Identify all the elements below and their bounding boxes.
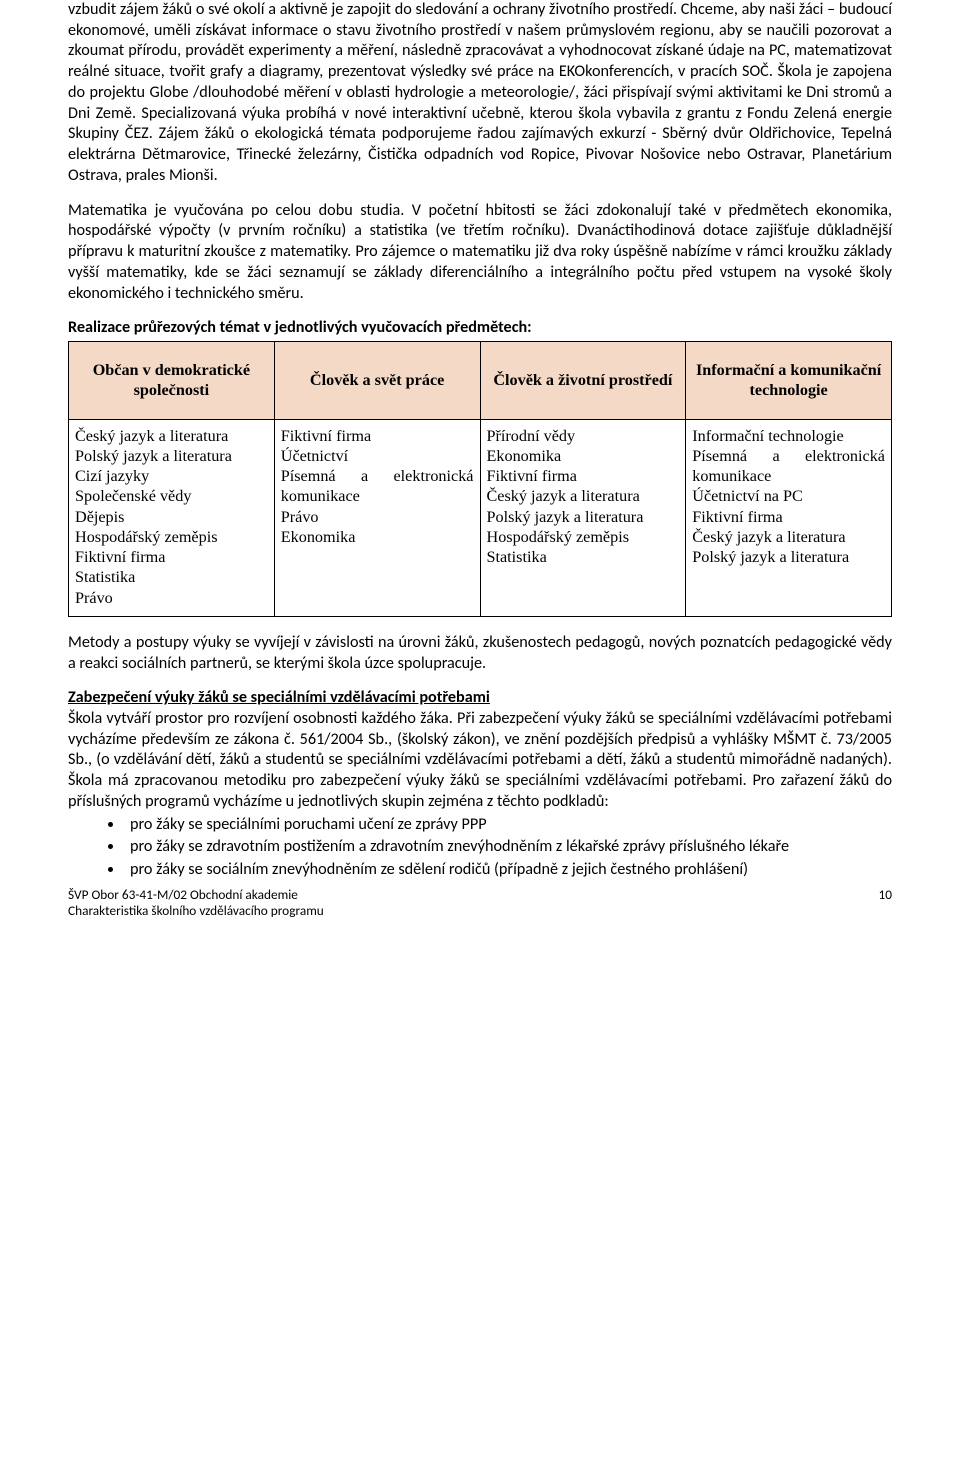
th-3: Informační a komunikační technologie (686, 342, 892, 420)
cell-item: Fiktivní firma (281, 426, 474, 446)
th-1: Člověk a svět práce (274, 342, 480, 420)
cell-item: Český jazyk a literatura (75, 426, 268, 446)
cell-item: Účetnictví na PC (692, 486, 885, 506)
page-footer: ŠVP Obor 63-41-M/02 Obchodní akademie Ch… (68, 887, 892, 920)
cell-item: Český jazyk a literatura (692, 527, 885, 547)
th-2: Člověk a životní prostředí (480, 342, 686, 420)
paragraph-3: Metody a postupy výuky se vyvíjejí v záv… (68, 633, 892, 674)
td-2: Přírodní vědy Ekonomika Fiktivní firma Č… (480, 419, 686, 616)
cell-item: Účetnictví (281, 446, 474, 466)
cell-item: Přírodní vědy (487, 426, 680, 446)
sub-heading: Zabezpečení výuky žáků se speciálními vz… (68, 688, 892, 709)
td-1: Fiktivní firma Účetnictví Písemná a elek… (274, 419, 480, 616)
cell-item: Hospodářský zeměpis (487, 527, 680, 547)
td-3: Informační technologie Písemná a elektro… (686, 419, 892, 616)
paragraph-1: vzbudit zájem žáků o své okolí a aktivně… (68, 0, 892, 187)
cell-item: Ekonomika (281, 527, 474, 547)
cell-item: Polský jazyk a literatura (487, 507, 680, 527)
th-0: Občan v demokratické společnosti (69, 342, 275, 420)
cell-item: Písemná a elektronická komunikace (281, 466, 474, 507)
cell-item: Statistika (487, 547, 680, 567)
td-0: Český jazyk a literatura Polský jazyk a … (69, 419, 275, 616)
cell-item: Ekonomika (487, 446, 680, 466)
paragraph-4: Škola vytváří prostor pro rozvíjení osob… (68, 709, 892, 813)
bullet-item: pro žáky se sociálním znevýhodněním ze s… (124, 860, 892, 881)
cell-item: Cizí jazyky (75, 466, 268, 486)
cell-item: Společenské vědy (75, 486, 268, 506)
footer-line-1: ŠVP Obor 63-41-M/02 Obchodní akademie (68, 886, 298, 903)
cell-item: Statistika (75, 567, 268, 587)
footer-line-2: Charakteristika školního vzdělávacího pr… (68, 902, 324, 919)
table-intro: Realizace průřezových témat v jednotlivý… (68, 318, 892, 339)
cell-item: Polský jazyk a literatura (75, 446, 268, 466)
cell-item: Právo (75, 588, 268, 608)
table-body-row: Český jazyk a literatura Polský jazyk a … (69, 419, 892, 616)
cell-item: Český jazyk a literatura (487, 486, 680, 506)
themes-table: Občan v demokratické společnosti Člověk … (68, 341, 892, 617)
bullet-list: pro žáky se speciálními poruchami učení … (68, 815, 892, 881)
cell-item: Fiktivní firma (75, 547, 268, 567)
page-number: 10 (832, 887, 892, 920)
paragraph-2: Matematika je vyučována po celou dobu st… (68, 201, 892, 305)
cell-item: Fiktivní firma (487, 466, 680, 486)
cell-item: Právo (281, 507, 474, 527)
table-header-row: Občan v demokratické společnosti Člověk … (69, 342, 892, 420)
cell-item: Dějepis (75, 507, 268, 527)
bullet-item: pro žáky se speciálními poruchami učení … (124, 815, 892, 836)
cell-item: Informační technologie (692, 426, 885, 446)
bullet-item: pro žáky se zdravotním postižením a zdra… (124, 837, 892, 858)
cell-item: Hospodářský zeměpis (75, 527, 268, 547)
cell-item: Polský jazyk a literatura (692, 547, 885, 567)
cell-item: Fiktivní firma (692, 507, 885, 527)
cell-item: Písemná a elektronická komunikace (692, 446, 885, 487)
